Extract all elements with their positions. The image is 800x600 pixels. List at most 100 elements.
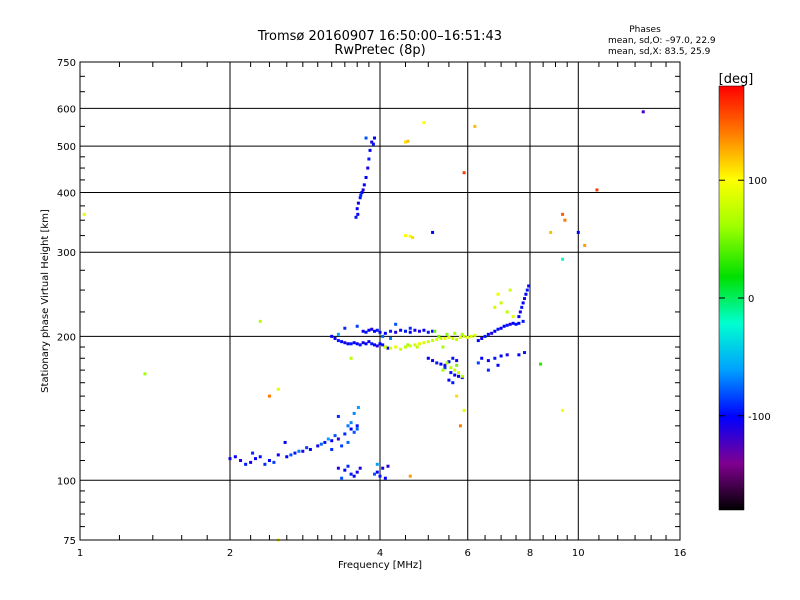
data-point	[437, 334, 441, 338]
data-point	[443, 336, 447, 340]
data-point	[449, 366, 453, 370]
data-point	[371, 142, 375, 146]
data-point	[340, 444, 344, 448]
data-point	[480, 356, 484, 360]
data-point	[355, 207, 359, 211]
data-point	[336, 466, 340, 470]
axis-ticks: 1 2 4 6 8 10 16 75 100 200 300 400 500 600 750	[57, 58, 686, 559]
data-point	[455, 359, 459, 363]
y-tick-label: 600	[57, 104, 76, 115]
data-point	[511, 321, 515, 325]
data-point	[441, 368, 445, 372]
data-point	[336, 437, 340, 441]
data-point	[496, 327, 500, 331]
data-point	[308, 447, 312, 451]
colorbar-tick-label: 0	[748, 294, 754, 305]
data-point	[343, 326, 347, 330]
data-point	[466, 335, 470, 339]
data-point	[343, 432, 347, 436]
data-point	[352, 474, 356, 478]
data-point	[411, 236, 415, 240]
data-point	[441, 345, 445, 349]
data-point	[457, 371, 461, 375]
data-point	[422, 121, 426, 125]
data-point	[285, 455, 289, 459]
y-tick-label: 400	[57, 188, 76, 199]
data-point	[406, 343, 410, 347]
data-point	[364, 342, 368, 346]
data-point	[455, 394, 459, 398]
data-point	[359, 193, 363, 197]
data-point	[490, 331, 494, 335]
data-point	[408, 234, 412, 238]
data-point	[355, 324, 359, 328]
data-point	[361, 188, 365, 192]
data-point	[499, 326, 503, 330]
data-point	[576, 230, 580, 234]
data-point	[367, 328, 371, 332]
data-point	[258, 319, 262, 323]
data-point	[361, 329, 365, 333]
data-point	[417, 329, 421, 333]
data-point	[517, 353, 521, 357]
data-point	[641, 110, 645, 114]
data-point	[486, 359, 490, 363]
data-point	[343, 468, 347, 472]
data-point	[457, 374, 461, 378]
data-point	[373, 343, 377, 347]
data-point	[373, 472, 377, 476]
plot-frame	[79, 61, 681, 541]
data-point	[336, 332, 340, 336]
data-point	[439, 362, 443, 366]
data-point	[383, 345, 387, 349]
data-point	[228, 457, 232, 461]
data-point	[431, 230, 435, 234]
data-point	[239, 458, 243, 462]
data-point	[267, 458, 271, 462]
data-point	[539, 362, 543, 366]
data-point	[413, 343, 417, 347]
data-point	[549, 230, 553, 234]
data-point	[346, 440, 350, 444]
data-point	[445, 361, 449, 365]
data-point	[319, 442, 323, 446]
data-point	[375, 462, 379, 466]
data-point	[505, 353, 509, 357]
data-point	[249, 460, 253, 464]
x-tick-label: 1	[77, 548, 83, 559]
x-tick-label: 8	[527, 548, 533, 559]
stats-line-x: mean, sd,X: 83.5, 25.9	[608, 47, 711, 57]
data-point	[364, 136, 368, 140]
data-point	[349, 427, 353, 431]
data-point	[366, 166, 370, 170]
data-point	[486, 368, 490, 372]
data-point	[403, 234, 407, 238]
data-points	[82, 110, 645, 542]
data-point	[455, 338, 459, 342]
data-point	[333, 434, 337, 438]
x-tick-label: 10	[572, 548, 585, 559]
data-point	[496, 292, 500, 296]
y-tick-label: 75	[63, 536, 76, 547]
data-point	[323, 440, 327, 444]
data-point	[462, 171, 466, 175]
data-point	[476, 361, 480, 365]
data-point	[517, 321, 521, 325]
data-point	[352, 430, 356, 434]
data-point	[263, 462, 267, 466]
y-tick-label: 200	[57, 332, 76, 343]
data-point	[305, 446, 309, 450]
data-point	[389, 329, 393, 333]
data-point	[289, 453, 293, 457]
data-point	[520, 305, 524, 309]
data-point	[508, 322, 512, 326]
data-point	[82, 212, 86, 216]
data-point	[431, 329, 435, 333]
data-point	[297, 449, 301, 453]
data-point	[451, 356, 455, 360]
data-point	[523, 297, 527, 301]
data-point	[340, 340, 344, 344]
data-point	[346, 424, 350, 428]
colorbar-ticks: 100 0 -100	[719, 176, 771, 423]
